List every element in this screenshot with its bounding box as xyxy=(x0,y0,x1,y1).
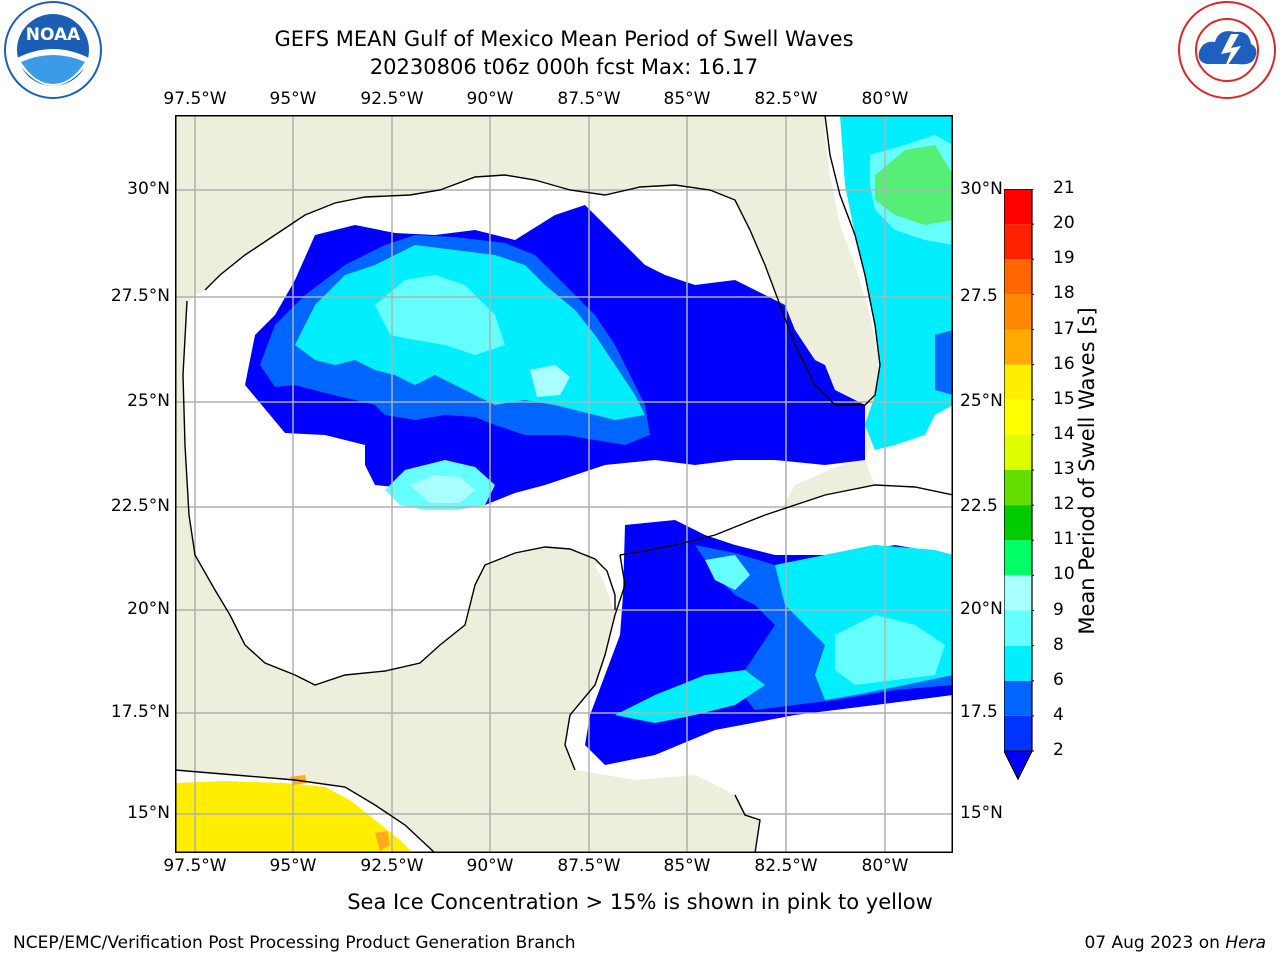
swell-caribbean xyxy=(585,520,953,765)
lat-tick-label-left: 17.5°N xyxy=(110,702,170,722)
lon-tick-label: 82.5°W xyxy=(754,89,818,109)
sea-ice xyxy=(175,781,413,853)
colorbar-bin xyxy=(1004,364,1032,400)
lat-tick-label-left: 25°N xyxy=(127,391,170,411)
lat-tick-label-left: 20°N xyxy=(127,599,170,619)
lat-tick-label-right: 15°N xyxy=(960,803,1003,823)
colorbar-tick-label: 6 xyxy=(1053,669,1064,690)
colorbar-bin xyxy=(1004,575,1032,611)
footer-right: 07 Aug 2023 on Hera xyxy=(1084,933,1266,953)
lon-tick-label: 92.5°W xyxy=(360,856,424,876)
lon-tick-label: 97.5°W xyxy=(163,89,227,109)
colorbar-label: Mean Period of Swell Waves [s] xyxy=(1075,307,1099,635)
lon-tick-label: 90°W xyxy=(466,89,514,109)
sea-ice-edge xyxy=(290,775,390,851)
colorbar-bin xyxy=(1004,470,1032,506)
lat-tick-label-left: 30°N xyxy=(127,179,170,199)
colorbar-bin xyxy=(1004,610,1032,646)
colorbar-bin xyxy=(1004,715,1032,751)
lon-tick-label: 95°W xyxy=(269,856,317,876)
colorbar-bin xyxy=(1004,189,1032,225)
lat-tick-label-right: 30°N xyxy=(960,179,1003,199)
map-frame xyxy=(175,115,953,853)
lat-tick-label-right: 27.5 xyxy=(960,286,998,306)
colorbar-bin xyxy=(1004,434,1032,470)
colorbar-tick-label: 21 xyxy=(1053,178,1075,198)
colorbar-tick-label: 4 xyxy=(1053,704,1064,725)
colorbar-tick-label: 14 xyxy=(1053,423,1075,444)
colorbar-bin xyxy=(1004,224,1032,260)
lon-tick-label: 87.5°W xyxy=(557,89,621,109)
lon-tick-label: 97.5°W xyxy=(163,856,227,876)
colorbar-bin xyxy=(1004,505,1032,541)
colorbar-tick-label: 18 xyxy=(1053,283,1075,304)
lat-tick-label-right: 17.5 xyxy=(960,702,998,722)
colorbar-tick-label: 20 xyxy=(1053,213,1075,234)
lon-tick-label: 92.5°W xyxy=(360,89,424,109)
graticule xyxy=(175,115,953,853)
colorbar-tick-label: 11 xyxy=(1053,529,1075,550)
nws-logo xyxy=(1177,0,1277,100)
lon-tick-label: 87.5°W xyxy=(557,856,621,876)
colorbar-bin xyxy=(1004,399,1032,435)
footer-left: NCEP/EMC/Verification Post Processing Pr… xyxy=(13,933,576,953)
lon-tick-label: 82.5°W xyxy=(754,856,818,876)
lat-tick-label-right: 20°N xyxy=(960,599,1003,619)
colorbar-bin xyxy=(1004,540,1032,576)
colorbar-tick-label: 9 xyxy=(1053,599,1064,620)
title-line-2: 20230806 t06z 000h fcst Max: 16.17 xyxy=(369,55,759,79)
lat-tick-label-right: 22.5 xyxy=(960,496,998,516)
coastlines xyxy=(175,115,953,853)
lon-tick-label: 95°W xyxy=(269,89,317,109)
lat-tick-label-right: 25°N xyxy=(960,391,1003,411)
lon-tick-label: 80°W xyxy=(861,89,909,109)
lon-tick-label: 85°W xyxy=(663,89,711,109)
colorbar-tick-label: 16 xyxy=(1053,353,1075,374)
colorbar-tick-label: 13 xyxy=(1053,459,1075,479)
colorbar xyxy=(1004,189,1034,781)
swell-gulf xyxy=(245,205,865,510)
colorbar-tick-label: 12 xyxy=(1053,494,1075,515)
colorbar-tick-label: 17 xyxy=(1053,318,1075,339)
colorbar-tick-label: 2 xyxy=(1053,740,1064,760)
colorbar-bin xyxy=(1004,645,1032,681)
colorbar-frame xyxy=(1004,189,1033,781)
gulf-map xyxy=(175,115,953,853)
colorbar-bin xyxy=(1004,680,1032,716)
colorbar-tick-label: 10 xyxy=(1053,564,1075,585)
colorbar-tick-label: 19 xyxy=(1053,248,1075,269)
colorbar-tick-label: 15 xyxy=(1053,388,1075,409)
sea-ice-note: Sea Ice Concentration > 15% is shown in … xyxy=(347,890,933,914)
footer-date: 07 Aug 2023 on xyxy=(1084,933,1226,953)
lon-tick-label: 80°W xyxy=(861,856,909,876)
colorbar-bin xyxy=(1004,259,1032,295)
noaa-logo-text: NOAA xyxy=(26,25,81,45)
colorbar-bin xyxy=(1004,294,1032,330)
footer-host: Hera xyxy=(1225,933,1266,953)
lat-tick-label-left: 22.5°N xyxy=(110,496,170,516)
lat-tick-label-left: 27.5°N xyxy=(110,286,170,306)
lat-tick-label-left: 15°N xyxy=(127,803,170,823)
title-line-1: GEFS MEAN Gulf of Mexico Mean Period of … xyxy=(274,27,854,51)
lon-tick-label: 85°W xyxy=(663,856,711,876)
colorbar-under-arrow xyxy=(1004,750,1033,781)
lon-tick-label: 90°W xyxy=(466,856,514,876)
noaa-logo: NOAA xyxy=(3,0,103,100)
colorbar-tick-label: 8 xyxy=(1053,634,1064,655)
colorbar-bin xyxy=(1004,329,1032,365)
